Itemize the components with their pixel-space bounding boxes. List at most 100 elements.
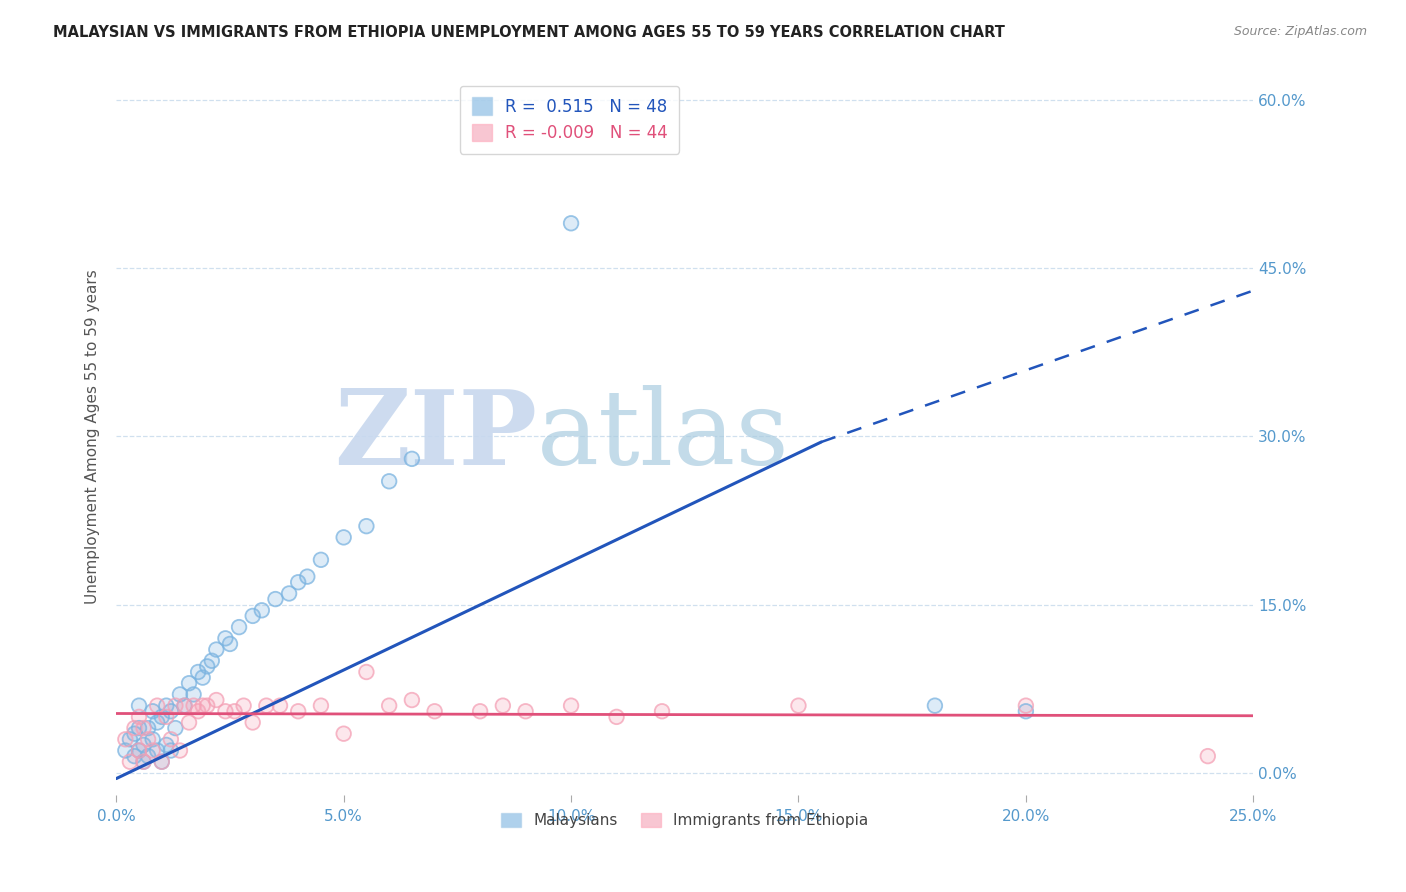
Point (114, 732, 136, 747)
Point (128, 710, 150, 724)
Point (250, 603, 273, 617)
Point (155, 710, 177, 724)
Point (118, 755, 141, 769)
Point (297, 569, 319, 583)
Point (264, 592, 287, 607)
Point (136, 732, 159, 747)
Point (560, 698, 582, 713)
Point (160, 743, 183, 757)
Point (114, 743, 136, 757)
Point (214, 632, 236, 646)
Point (118, 755, 141, 769)
Point (124, 727, 146, 741)
Point (232, 698, 254, 713)
Point (205, 642, 228, 657)
Point (356, 519, 378, 533)
Point (195, 659, 218, 673)
Point (150, 710, 173, 724)
Point (560, 216, 582, 230)
Point (142, 732, 165, 747)
Point (287, 575, 309, 590)
Point (165, 721, 187, 735)
Point (142, 743, 165, 757)
Point (128, 743, 150, 757)
Point (423, 704, 446, 718)
Point (401, 451, 423, 466)
Point (228, 620, 250, 634)
Point (124, 721, 146, 735)
Point (356, 519, 378, 533)
Text: MALAYSIAN VS IMMIGRANTS FROM ETHIOPIA UNEMPLOYMENT AMONG AGES 55 TO 59 YEARS COR: MALAYSIAN VS IMMIGRANTS FROM ETHIOPIA UN… (53, 25, 1005, 40)
Point (165, 698, 187, 713)
Point (136, 749, 159, 764)
Point (128, 698, 150, 713)
Point (1015, 698, 1038, 713)
Point (191, 671, 214, 685)
Point (250, 603, 273, 617)
Point (132, 721, 155, 735)
Point (278, 586, 301, 600)
Point (468, 704, 491, 718)
Point (173, 698, 195, 713)
Point (278, 586, 301, 600)
Point (1197, 749, 1219, 764)
Point (187, 665, 209, 679)
Point (146, 743, 169, 757)
Point (287, 704, 309, 718)
Point (160, 743, 183, 757)
Point (177, 676, 200, 690)
Point (160, 704, 183, 718)
Point (378, 698, 401, 713)
Point (136, 721, 159, 735)
Point (468, 704, 491, 718)
Point (155, 710, 177, 724)
Point (187, 704, 209, 718)
Point (232, 698, 254, 713)
Point (214, 704, 236, 718)
Point (128, 698, 150, 713)
Point (309, 553, 332, 567)
Point (183, 698, 205, 713)
Point (187, 665, 209, 679)
Point (787, 698, 810, 713)
Point (195, 698, 218, 713)
Point (254, 698, 277, 713)
Point (356, 665, 378, 679)
Point (651, 704, 673, 718)
Point (169, 743, 191, 757)
Point (150, 755, 173, 769)
Point (332, 727, 354, 741)
Point (136, 721, 159, 735)
Point (332, 727, 354, 741)
Point (155, 738, 177, 752)
Text: atlas: atlas (537, 385, 790, 487)
Point (114, 732, 136, 747)
Point (378, 475, 401, 489)
Point (142, 732, 165, 747)
Legend: Malaysians, Immigrants from Ethiopia: Malaysians, Immigrants from Ethiopia (495, 806, 875, 834)
Point (297, 569, 319, 583)
Point (142, 704, 165, 718)
Point (515, 704, 537, 718)
Point (124, 721, 146, 735)
Point (146, 698, 169, 713)
Point (150, 755, 173, 769)
Point (264, 592, 287, 607)
Point (173, 698, 195, 713)
Point (183, 688, 205, 702)
Point (128, 743, 150, 757)
Point (560, 216, 582, 230)
Point (118, 732, 141, 747)
Point (1197, 749, 1219, 764)
Point (401, 693, 423, 707)
Point (401, 451, 423, 466)
Point (224, 704, 246, 718)
Point (146, 715, 169, 730)
Point (132, 755, 155, 769)
Y-axis label: Unemployment Among Ages 55 to 59 years: Unemployment Among Ages 55 to 59 years (86, 269, 100, 604)
Point (924, 698, 946, 713)
Point (228, 620, 250, 634)
Point (132, 755, 155, 769)
Point (1015, 698, 1038, 713)
Point (195, 659, 218, 673)
